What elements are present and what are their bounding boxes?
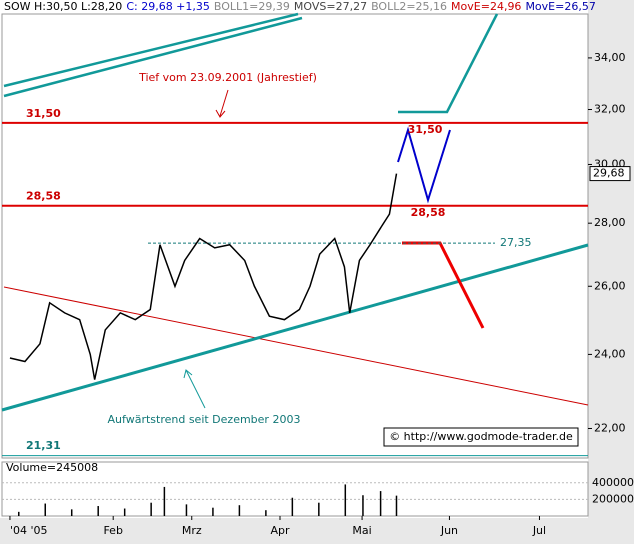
header-item: MovE=26,57	[525, 0, 595, 13]
x-tick-label: Feb	[103, 524, 122, 537]
header-item: BOLL1=29,39	[214, 0, 290, 13]
header-item: SOW H:30,50 L:28,20	[4, 0, 122, 13]
annotation: Tief vom 23.09.2001 (Jahrestief)	[138, 71, 317, 84]
source: © http://www.godmode-trader.de	[389, 430, 573, 443]
x-tick-label: Mai	[352, 524, 371, 537]
uptrend-line	[1, 243, 589, 412]
channel-line	[3, 16, 303, 98]
level-label: 31,50	[26, 107, 61, 120]
projection-label: 28,58	[411, 206, 446, 219]
x-tick-label: Jul	[532, 524, 546, 537]
y-tick-label: 34,00	[594, 51, 626, 64]
arrow-head	[183, 369, 193, 379]
y-tick-label: 28,00	[594, 216, 626, 229]
source-box	[383, 427, 579, 447]
projection-blue	[397, 126, 451, 204]
header-item: MovE=24,96	[451, 0, 521, 13]
last-price-box	[589, 166, 631, 182]
y-tick-label: 32,00	[594, 103, 626, 116]
x-tick-label: Apr	[270, 524, 290, 537]
x-tick-label: '04 '05	[10, 524, 48, 537]
price-line	[9, 173, 398, 380]
projection-label: 31,50	[408, 123, 443, 136]
header-text: SOW H:30,50 L:28,20 C: 29,68 +1,35 BOLL1=2…	[4, 0, 596, 13]
downtrend-line	[3, 286, 589, 406]
level-label: 28,58	[26, 190, 61, 203]
annotation: Aufwärtstrend seit Dezember 2003	[108, 413, 301, 426]
low-label: 21,31	[26, 439, 61, 452]
projection-green	[398, 13, 499, 114]
y-tick-label: 24,00	[594, 347, 626, 360]
header: SOW H:30,50 L:28,20 C: 29,68 +1,35 BOLL1=2…	[4, 0, 596, 13]
axis-panel	[588, 0, 634, 544]
volume-tick-label: 400000	[592, 476, 634, 489]
header-item: C: 29,68 +1,35	[126, 0, 210, 13]
channel-line	[3, 12, 299, 88]
arrow	[219, 89, 229, 117]
header-item: MOVS=27,27	[294, 0, 367, 13]
y-tick-label: 26,00	[594, 279, 626, 292]
volume-tick-label: 200000	[592, 492, 634, 505]
header-item: BOLL2=25,16	[371, 0, 447, 13]
x-axis-panel	[0, 518, 634, 544]
x-tick-label: Mrz	[182, 524, 202, 537]
arrow-head	[215, 109, 226, 118]
dashed-level-label: 27,35	[500, 236, 532, 249]
volume-frame	[1, 461, 589, 517]
arrow	[185, 369, 206, 409]
last-price-label: 29,68	[593, 167, 625, 180]
volume-label: Volume=245008	[6, 461, 98, 474]
y-tick-label: 22,00	[594, 421, 626, 434]
x-tick-label: Jun	[440, 524, 458, 537]
